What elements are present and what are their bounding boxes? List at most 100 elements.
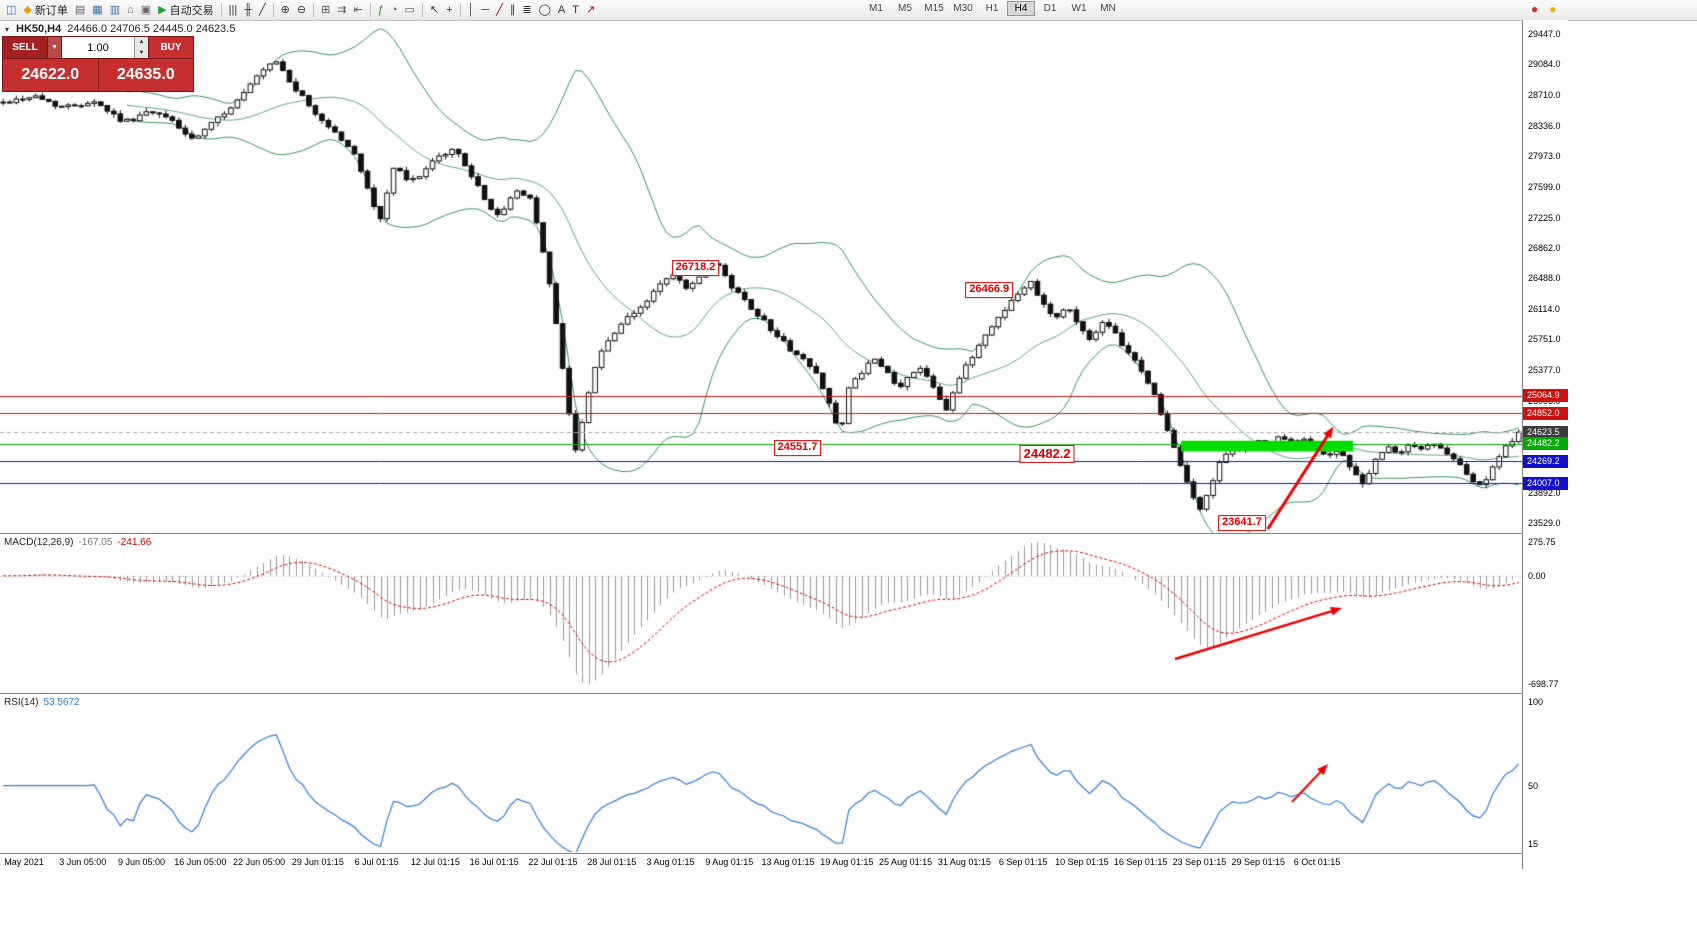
timeframe-button-h4[interactable]: H4 — [1007, 1, 1035, 16]
indicators-icon[interactable]: ƒ — [375, 2, 387, 19]
vertical-line-icon[interactable]: │ — [465, 2, 478, 19]
market-watch-icon[interactable]: ▦ — [89, 2, 105, 19]
chart-profiles-icon[interactable]: ▤ — [72, 2, 88, 19]
time-axis-label: 12 Jul 01:15 — [410, 857, 460, 867]
cursor-icon[interactable]: ↖ — [427, 2, 442, 19]
price-axis-tick: 26114.0 — [1528, 304, 1560, 315]
buy-button[interactable]: BUY — [148, 37, 193, 58]
rsi-axis-tick: 50 — [1528, 780, 1539, 791]
price-axis-tick: 28336.0 — [1528, 120, 1561, 131]
arrow-tool-icon[interactable]: ↗ — [583, 2, 598, 19]
timeframe-button-m30[interactable]: M30 — [953, 3, 973, 14]
axis-separator — [0, 853, 1568, 854]
timeframe-button-h1[interactable]: H1 — [985, 3, 999, 14]
macd-panel-canvas[interactable] — [0, 534, 1522, 692]
time-axis-label: 13 Aug 01:15 — [761, 857, 815, 867]
time-axis-label: May 2021 — [4, 857, 44, 867]
text-icon[interactable]: A — [555, 2, 568, 19]
time-axis-label: 22 Jun 05:00 — [233, 857, 286, 867]
shapes-icon[interactable]: ◯ — [536, 2, 554, 19]
macd-axis-tick: -698.77 — [1528, 679, 1559, 689]
panel-separator[interactable] — [0, 693, 1568, 694]
price-axis-tick: 23892.0 — [1528, 487, 1561, 498]
hline-price-tag[interactable]: 24852.0 — [1523, 406, 1568, 420]
line-chart-icon[interactable]: ╱ — [256, 2, 269, 19]
price-axis-tick: 25751.0 — [1528, 334, 1561, 345]
volume-input[interactable]: 1.00 — [62, 37, 134, 58]
sell-price[interactable]: 24622.0 — [3, 59, 99, 91]
timeframe-button-w1[interactable]: W1 — [1071, 3, 1087, 14]
data-window-icon[interactable]: ▥ — [107, 2, 123, 19]
zoom-in-icon[interactable]: ⊕ — [278, 2, 293, 19]
time-axis-label: 10 Sep 01:15 — [1055, 857, 1109, 867]
news-icon[interactable]: ● — [1528, 1, 1541, 18]
time-axis-label: 29 Jun 01:15 — [291, 857, 344, 867]
price-axis-tick: 26488.0 — [1528, 273, 1561, 284]
timeframe-button-d1[interactable]: D1 — [1043, 3, 1057, 14]
toolbar-separator — [272, 3, 274, 17]
macd-axis-tick: 0.00 — [1528, 570, 1546, 581]
macd-indicator-label: MACD(12,26,9) -167.05 -241.66 — [4, 537, 151, 548]
fibonacci-icon[interactable]: ≣ — [519, 2, 534, 19]
templates-icon[interactable]: ▭ — [402, 2, 418, 19]
new-order-button[interactable]: ◆ 新订单 — [20, 2, 70, 19]
time-axis-label: 6 Sep 01:15 — [998, 857, 1048, 867]
timeframe-button-m5[interactable]: M5 — [898, 3, 912, 14]
hline-price-tag[interactable]: 24269.2 — [1523, 454, 1568, 468]
rsi-panel-canvas[interactable] — [0, 694, 1522, 852]
macd-axis-tick: 275.75 — [1528, 537, 1556, 547]
buy-price[interactable]: 24635.0 — [116, 66, 175, 83]
time-axis-label: 29 Sep 01:15 — [1231, 857, 1285, 867]
hline-price-tag[interactable]: 24482.2 — [1523, 437, 1568, 451]
volume-dropdown-icon[interactable]: ▼ — [47, 37, 62, 58]
macd-name: MACD(12,26,9) — [4, 537, 74, 548]
terminal-icon[interactable]: ▣ — [138, 2, 154, 19]
macd-signal-value: -241.66 — [117, 537, 152, 548]
timeframe-button-m1[interactable]: M1 — [869, 3, 883, 14]
new-chart-icon[interactable]: ◫ — [3, 2, 19, 19]
time-axis-label: 3 Jun 05:00 — [59, 857, 107, 867]
trendline-icon[interactable]: ╱ — [493, 2, 506, 19]
navigator-icon[interactable]: ⌂ — [124, 2, 137, 19]
main-chart-canvas[interactable] — [0, 20, 1522, 534]
news-icon: ● — [1531, 2, 1539, 16]
chart-shift-icon[interactable]: ⇤ — [351, 2, 366, 19]
bar-chart-icon[interactable]: ||| — [226, 2, 241, 19]
volume-stepper[interactable]: ▲ ▼ — [134, 37, 148, 58]
candlestick-chart-icon[interactable]: ╫ — [241, 2, 255, 19]
tile-windows-icon[interactable]: ⊞ — [318, 2, 333, 19]
hline-price-tag[interactable]: 24007.0 — [1523, 476, 1568, 490]
text-label-icon[interactable]: T — [569, 2, 582, 19]
toolbar-left-group: ◫ ◆ 新订单 ▤ ▦ ▥ ⌂ ▣ ▶ 自动交易 ||| ╫ ╱ ⊕ ⊖ ⊞ ⇉ ⇤ ƒ ◔ ▭ ↖ + │ ─ ╱ ∥ ≣ ◯ A T ↗ — [3, 0, 598, 20]
crosshair-icon[interactable]: + — [443, 2, 455, 19]
vertical-line-icon: │ — [467, 3, 475, 16]
auto-trading-button[interactable]: ▶ 自动交易 — [155, 2, 216, 19]
time-axis-label: 25 Aug 01:15 — [879, 857, 933, 867]
equidistant-channel-icon[interactable]: ∥ — [507, 2, 519, 19]
panel-separator[interactable] — [0, 533, 1568, 534]
rsi-value: 53.5672 — [43, 697, 80, 708]
zoom-out-icon[interactable]: ⊖ — [294, 2, 309, 19]
cursor-icon: ↖ — [429, 3, 440, 16]
periods-icon[interactable]: ◔ — [388, 2, 401, 19]
time-axis-label: 28 Jul 01:15 — [587, 857, 637, 867]
terminal-icon: ▣ — [140, 3, 152, 16]
volume-down-icon[interactable]: ▼ — [138, 49, 145, 56]
timeframe-button-mn[interactable]: MN — [1100, 3, 1116, 14]
mql5-community-icon: ● — [1549, 2, 1557, 16]
sell-button[interactable]: SELL — [3, 37, 47, 58]
time-axis-label: 3 Aug 01:15 — [646, 857, 695, 867]
crosshair-icon: + — [446, 3, 453, 16]
one-click-collapse-icon[interactable]: ▾ — [5, 25, 10, 34]
auto-trading-button-label: 自动交易 — [169, 5, 214, 17]
auto-scroll-icon[interactable]: ⇉ — [334, 2, 349, 19]
time-axis[interactable]: May 2021 3 Jun 05:00 9 Jun 05:00 16 Jun 05:… — [0, 855, 1568, 871]
horizontal-line-icon[interactable]: ─ — [478, 2, 492, 19]
timeframe-button-m15[interactable]: M15 — [924, 3, 944, 14]
hline-price-tag[interactable]: 25064.9 — [1523, 389, 1568, 403]
price-axis[interactable]: 29447.0 29084.0 28710.0 28336.0 27973.0 27599… — [1522, 20, 1568, 869]
volume-up-icon[interactable]: ▲ — [138, 39, 145, 45]
mql5-community-icon[interactable]: ● — [1546, 1, 1559, 18]
toolbar-right-group: ● ● — [1528, 1, 1560, 18]
toolbar-separator — [220, 3, 222, 17]
